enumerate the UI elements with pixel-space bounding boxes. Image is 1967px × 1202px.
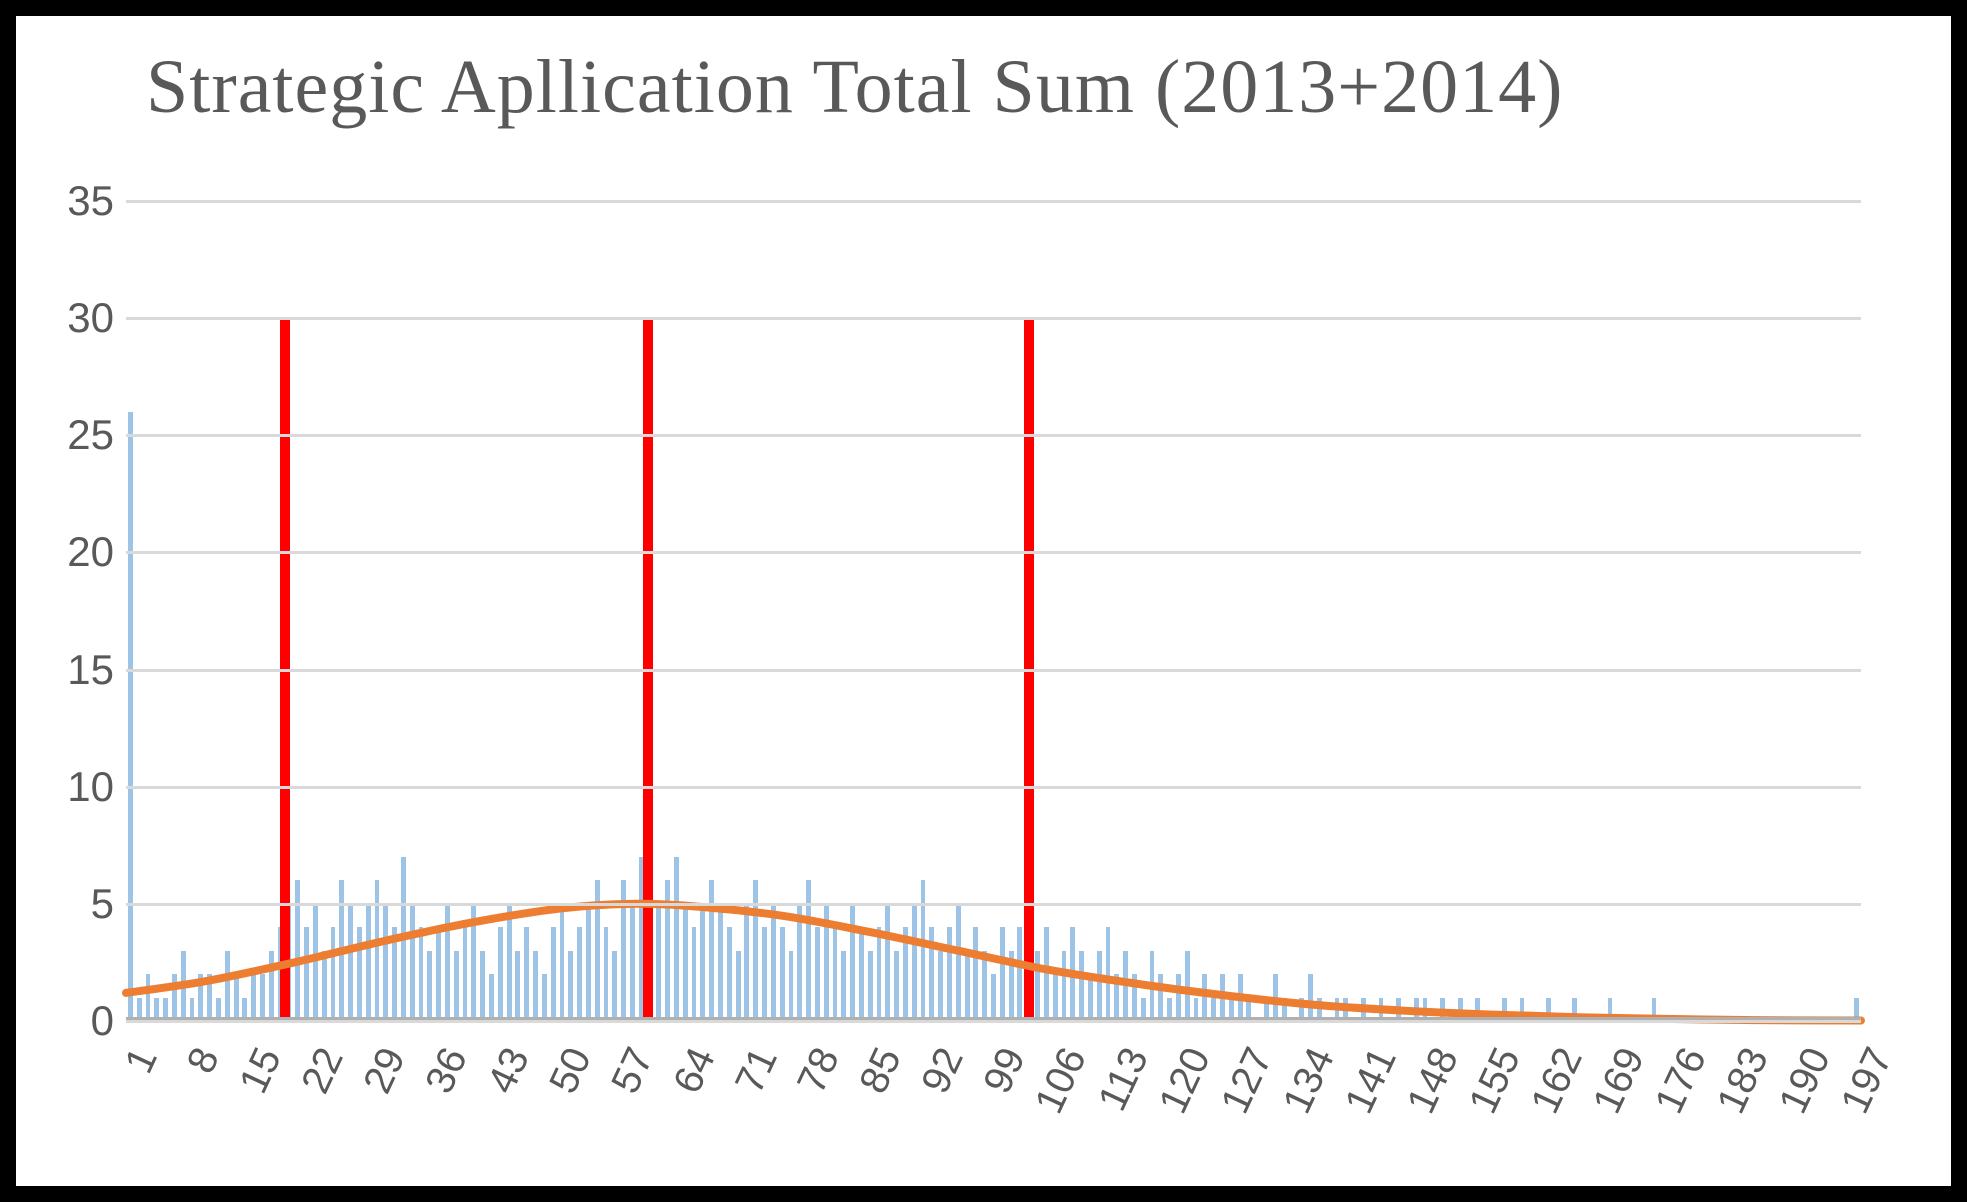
x-tick-label: 43 — [479, 1041, 539, 1100]
x-tick-label: 92 — [913, 1041, 973, 1100]
y-tick-label: 20 — [34, 528, 114, 576]
x-tick-label: 85 — [851, 1041, 911, 1100]
trend-curve — [126, 201, 1861, 1021]
plot-area: 1815222936435057647178859299106113120127… — [126, 201, 1861, 1021]
x-tick-label: 190 — [1771, 1041, 1840, 1121]
y-tick-label: 30 — [34, 294, 114, 342]
y-tick-label: 25 — [34, 411, 114, 459]
gridline — [126, 1020, 1861, 1023]
chart-title: Strategic Apllication Total Sum (2013+20… — [146, 44, 1563, 131]
x-tick-label: 1 — [117, 1041, 167, 1080]
y-tick-label: 10 — [34, 763, 114, 811]
x-tick-label: 36 — [417, 1041, 477, 1100]
x-tick-label: 183 — [1709, 1041, 1778, 1121]
x-tick-label: 169 — [1585, 1041, 1654, 1121]
x-tick-label: 71 — [727, 1041, 787, 1100]
x-tick-label: 15 — [231, 1041, 291, 1100]
x-tick-label: 120 — [1151, 1041, 1220, 1121]
x-tick-label: 64 — [665, 1041, 725, 1100]
x-tick-label: 57 — [603, 1041, 663, 1100]
x-tick-label: 197 — [1833, 1041, 1902, 1121]
x-tick-label: 176 — [1647, 1041, 1716, 1121]
x-tick-label: 22 — [293, 1041, 353, 1100]
gridline — [126, 669, 1861, 672]
x-tick-label: 99 — [975, 1041, 1035, 1100]
gridline — [126, 903, 1861, 906]
y-tick-label: 5 — [34, 880, 114, 928]
x-tick-label: 134 — [1275, 1041, 1344, 1121]
gridline — [126, 551, 1861, 554]
x-tick-label: 141 — [1337, 1041, 1406, 1121]
trend-path — [126, 904, 1861, 1021]
gridline — [126, 434, 1861, 437]
x-tick-label: 106 — [1027, 1041, 1096, 1121]
x-tick-label: 29 — [355, 1041, 415, 1100]
chart-frame: Strategic Apllication Total Sum (2013+20… — [0, 0, 1967, 1202]
x-tick-label: 155 — [1461, 1041, 1530, 1121]
gridline — [126, 317, 1861, 320]
y-tick-label: 0 — [34, 997, 114, 1045]
gridline — [126, 200, 1861, 203]
x-tick-label: 78 — [789, 1041, 849, 1100]
x-tick-label: 148 — [1399, 1041, 1468, 1121]
x-tick-label: 50 — [541, 1041, 601, 1100]
y-tick-label: 15 — [34, 646, 114, 694]
x-tick-label: 8 — [179, 1041, 229, 1080]
gridline — [126, 786, 1861, 789]
x-tick-label: 127 — [1213, 1041, 1282, 1121]
x-tick-label: 113 — [1090, 1041, 1158, 1118]
y-tick-label: 35 — [34, 177, 114, 225]
x-tick-label: 162 — [1523, 1041, 1592, 1121]
